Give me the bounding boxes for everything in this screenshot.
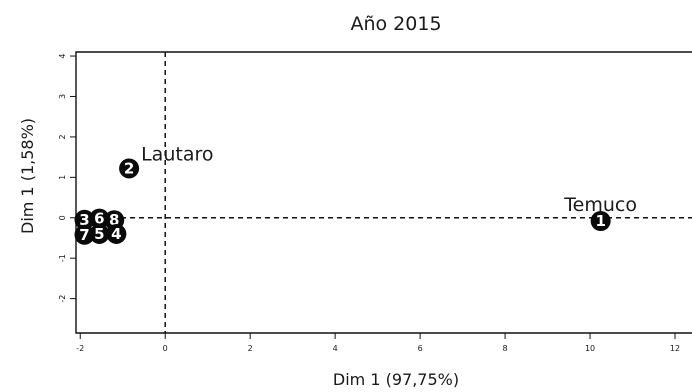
- x-tick-label: 4: [333, 344, 338, 353]
- x-tick-label: 0: [163, 344, 168, 353]
- x-tick-label: 12: [670, 344, 680, 353]
- x-axis-label: Dim 1 (97,75%): [333, 370, 459, 389]
- x-tick-label: -2: [76, 344, 84, 353]
- y-tick-label: -2: [58, 295, 67, 303]
- chart-title: Año 2015: [350, 13, 441, 35]
- x-tick-label: 6: [418, 344, 423, 353]
- point-annotation: Temuco: [563, 194, 637, 216]
- data-point: [74, 224, 95, 245]
- x-tick-label: 2: [248, 344, 253, 353]
- x-tick-label: 10: [585, 344, 595, 353]
- point-number-label: 6: [94, 210, 104, 228]
- point-number-label: 7: [79, 226, 89, 244]
- data-point: [590, 211, 611, 232]
- y-axis-label: Dim 1 (1,58%): [18, 118, 37, 234]
- data-point: [89, 208, 110, 229]
- point-number-label: 1: [595, 212, 605, 230]
- point-number-label: 4: [111, 225, 121, 243]
- point-number-label: 8: [109, 211, 119, 229]
- reference-lines: [76, 52, 692, 333]
- data-point: [89, 223, 110, 244]
- y-tick-label: -1: [58, 254, 67, 262]
- x-tick-label: 8: [503, 344, 508, 353]
- x-axis: -2 0 2 4 6 8 10 12: [76, 333, 680, 353]
- plot-frame: [75, 51, 692, 334]
- plot-border: [75, 51, 692, 334]
- data-point: [119, 158, 140, 179]
- y-tick-label: 1: [58, 175, 67, 180]
- y-tick-label: 0: [58, 215, 67, 220]
- y-tick-label: 3: [58, 94, 67, 99]
- y-axis: -2 -1 0 1 2 3 4: [58, 53, 76, 303]
- point-number-label: 5: [94, 225, 104, 243]
- point-number-label: 3: [79, 211, 89, 229]
- data-point: [106, 223, 127, 244]
- y-tick-label: 2: [58, 134, 67, 139]
- point-number-label: 2: [124, 159, 134, 177]
- y-tick-label: 4: [58, 53, 67, 58]
- data-point: [74, 209, 95, 230]
- point-annotation: Lautaro: [141, 143, 213, 165]
